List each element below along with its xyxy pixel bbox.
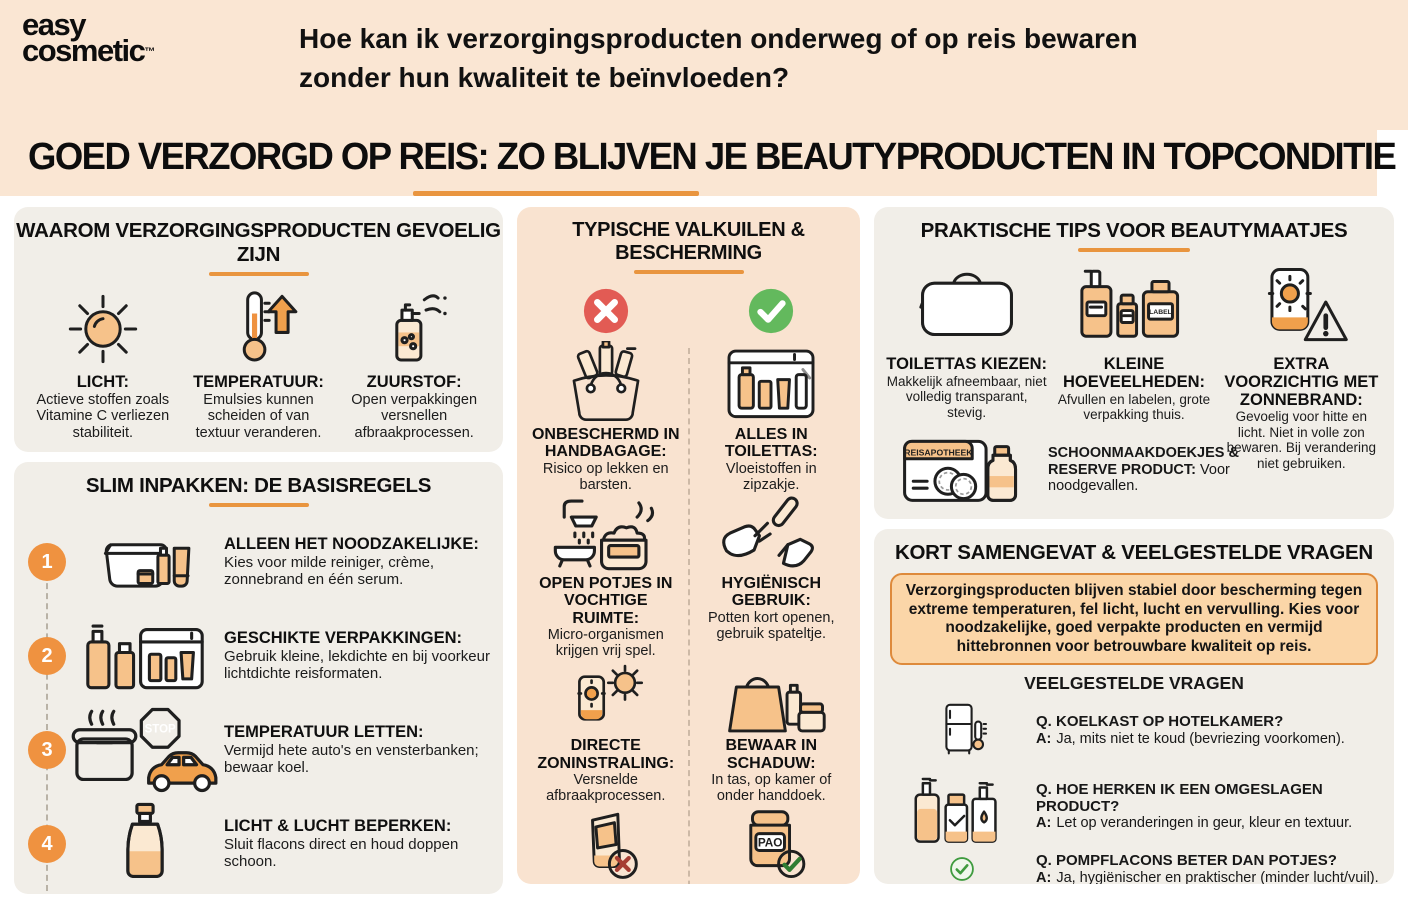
summary-title: KORT SAMENGEVAT & VEELGESTELDE VRAGEN (895, 541, 1373, 564)
travel-kit-icon: REISAPOTHEEK (892, 431, 1042, 509)
header-background (0, 0, 1408, 130)
sensitivity-item-licht: LICHT: Actieve stoffen zoals Vitamine C … (28, 284, 178, 441)
travel-bottles-icon (66, 612, 224, 700)
packing-underline (208, 503, 309, 507)
page-title: GOED VERZORGD OP REIS: ZO BLIJVEN JE BEA… (28, 136, 1397, 178)
sunscreen-sun-icon (556, 659, 656, 737)
travel-kit-text: SCHOONMAAKDOEKJES & RESERVE PRODUCT: Voo… (1048, 444, 1239, 495)
sensitivity-item-temperatuur: TEMPERATUUR: Emulsies kunnen scheiden of… (184, 284, 334, 441)
pitfall-bad-3: DIRECTE ZONINSTRALING: Versnelde afbraak… (523, 659, 689, 804)
pitfall-good-4: PAO CONTROLEER HOUDBAARHEID: Alleen meen… (689, 804, 855, 884)
packing-card: SLIM INPAKKEN: DE BASISREGELS 1 ALLEEN H… (14, 462, 503, 894)
old-tube-icon (561, 804, 651, 884)
question-line1: Hoe kan ik verzorgingsproducten onderweg… (299, 23, 1138, 54)
faq-item-2: Q. HOE HERKEN IK EEN OMGESLAGEN PRODUCT?… (1036, 780, 1353, 832)
summary-box: Verzorgingsproducten blijven stabiel doo… (890, 573, 1378, 666)
faq-item-1: Q. KOELKAST OP HOTELKAMER? A: Ja, mits ni… (1036, 713, 1345, 747)
tip-zonnebrand: EXTRA VOORZICHTIG MET ZONNEBRAND: Gevoel… (1221, 260, 1382, 471)
fridge-icon (888, 700, 1036, 760)
spray-bottle-icon (339, 284, 489, 374)
open-bag-icon (554, 340, 658, 426)
tips-underline (1078, 248, 1190, 252)
travel-kit-row: REISAPOTHEEK SCHOONMAAKDOEKJES & RESERVE… (892, 431, 1252, 509)
easycosmetic-logo: easy cosmetic™ (22, 7, 156, 69)
step-number-badge: 2 (28, 637, 66, 675)
step-number-badge: 1 (28, 543, 66, 581)
packing-step-1: 1 ALLEEN HET NOODZAKELIJKE: Kies voor mi… (14, 515, 503, 609)
tip-kleine-hoeveelheden: LABEL KLEINE HOEVEELHEDEN: Afvullen en l… (1053, 260, 1214, 471)
sunscreen-warning-icon (1221, 260, 1382, 356)
sensitivity-underline (208, 272, 309, 276)
cooler-car-stop-icon: STOP (66, 704, 224, 796)
pitfalls-underline (633, 270, 744, 274)
packing-step-4: 4 LICHT & LUCHT BEPERKEN: Sluit flacons … (14, 797, 503, 891)
hands-spatula-icon (715, 493, 827, 575)
pao-jar-icon: PAO (726, 804, 816, 884)
toiletry-case-icon (886, 260, 1047, 356)
labeled-bottles-icon: LABEL (1053, 260, 1214, 356)
faq-item-3: Q. POMPFLACONS BETER DAN POTJES? A: Ja, h… (1036, 852, 1379, 884)
reisapotheek-label: REISAPOTHEEK (904, 447, 973, 457)
packing-step-3: 3 STOP TEMPERATUUR LETTEN (14, 703, 503, 797)
pao-label: PAO (758, 837, 783, 850)
pitfall-bad-4: OUDE PRODUCTEN OPMAKEN: Kwaliteit kan al… (523, 804, 689, 884)
pitfall-good-2: HYGIËNISCH GEBRUIK: Potten kort openen, … (689, 493, 855, 659)
logo-line1: easy (22, 7, 86, 42)
step-number-badge: 3 (28, 731, 66, 769)
pitfalls-title: TYPISCHE VALKUILEN & BESCHERMING (572, 219, 805, 264)
pitfall-bad-2: OPEN POTJES IN VOCHTIGE RUIMTE: Micro-or… (523, 493, 689, 659)
tips-card: PRAKTISCHE TIPS VOOR BEAUTYMAATJES TOILE… (874, 207, 1394, 519)
thermometer-icon (184, 284, 334, 374)
pitfall-good-1: ALLES IN TOILETTAS: Vloeistoffen in zipz… (689, 340, 855, 493)
lotion-bottle-icon (66, 799, 224, 889)
sun-icon (28, 284, 178, 374)
sensitivity-card: WAAROM VERZORGINGSPRODUCTEN GEVOELIG ZIJ… (14, 207, 503, 452)
packing-title: SLIM INPAKKEN: DE BASISREGELS (85, 474, 432, 497)
x-circle-icon (523, 282, 689, 340)
tips-title: PRAKTISCHE TIPS VOOR BEAUTYMAATJES (920, 219, 1348, 242)
title-underline (413, 191, 699, 196)
shade-bag-icon (713, 659, 829, 737)
stop-sign-label: STOP (145, 724, 176, 736)
step-number-badge: 4 (28, 825, 66, 863)
bottle-label: LABEL (1149, 309, 1172, 316)
pitfalls-card: TYPISCHE VALKUILEN & BESCHERMING (517, 207, 860, 884)
shower-cream-jar-icon (546, 493, 666, 575)
pitfall-bad-1: ONBESCHERMD IN HANDBAGAGE: Risico op lek… (523, 340, 689, 493)
packing-step-2: 2 GESCHIKTE VERPAKKINGEN: Gebruik kleine (14, 609, 503, 703)
tip-toilettas: TOILETTAS KIEZEN: Makkelijk afneembaar, … (886, 260, 1047, 471)
trademark-symbol: ™ (144, 46, 156, 59)
pitfall-good-3: BEWAAR IN SCHADUW: In tas, op kamer of o… (689, 659, 855, 804)
page-question: Hoe kan ik verzorgingsproducten onderweg… (299, 20, 1138, 97)
check-circle-icon (689, 282, 855, 340)
sensitivity-title: WAAROM VERZORGINGSPRODUCTEN GEVOELIG ZIJ… (16, 219, 501, 266)
question-line2: zonder hun kwaliteit te beïnvloeden? (299, 61, 790, 93)
small-check-icon (888, 856, 1036, 882)
pitfalls-divider (687, 348, 690, 884)
pump-bottles-icon (888, 769, 1036, 844)
sensitivity-item-zuurstof: ZUURSTOF: Open verpakkingen versnellen a… (339, 284, 489, 441)
title-band-background (0, 130, 1377, 196)
logo-line2: cosmetic™ (22, 33, 156, 69)
toiletry-bag-icon (66, 519, 224, 605)
faq-title: VEELGESTELDE VRAGEN (1024, 673, 1244, 694)
zip-bag-icon (716, 340, 826, 426)
summary-card: KORT SAMENGEVAT & VEELGESTELDE VRAGEN Ve… (874, 529, 1394, 884)
